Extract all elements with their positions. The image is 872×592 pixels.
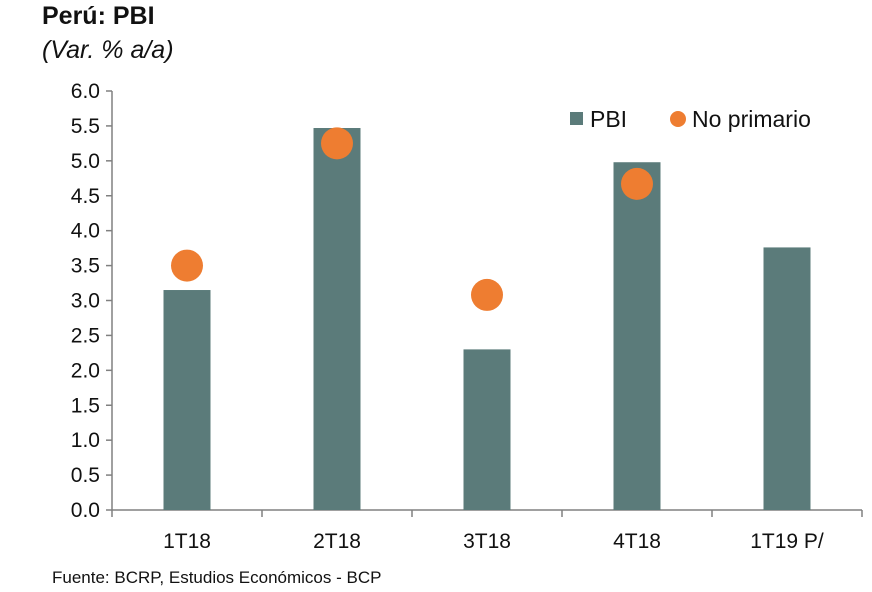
legend-label-pbi: PBI <box>590 106 627 132</box>
y-tick-label: 3.0 <box>71 290 100 313</box>
y-tick-label: 0.5 <box>71 464 100 487</box>
x-tick-label: 4T18 <box>613 530 661 553</box>
no-primario-series <box>171 127 653 311</box>
bar-4T18 <box>613 162 661 511</box>
x-tick-label: 1T19 P/ <box>750 530 824 553</box>
legend-label-no-primario: No primario <box>692 106 811 132</box>
y-tick-label: 2.0 <box>71 359 100 382</box>
bar-3T18 <box>463 349 511 510</box>
source-note: Fuente: BCRP, Estudios Económicos - BCP <box>52 568 382 587</box>
chart-subtitle: (Var. % a/a) <box>42 36 174 64</box>
y-tick-label: 5.0 <box>71 150 100 173</box>
y-tick-label: 3.5 <box>71 255 100 278</box>
legend-swatch-no-primario <box>670 111 686 127</box>
point-4T18 <box>621 167 653 200</box>
y-tick-label: 4.5 <box>71 185 100 208</box>
y-tick-label: 2.5 <box>71 324 100 347</box>
x-tick-label: 2T18 <box>313 530 361 553</box>
y-axis: 0.0 0.5 1.0 1.5 2.0 2.5 3.0 3.5 4.0 4.5 5.0 5.5 6.0 <box>71 80 113 522</box>
bar-1T18 <box>163 290 211 510</box>
y-tick-label: 0.0 <box>71 499 100 522</box>
y-tick-label: 1.5 <box>71 394 100 417</box>
point-3T18 <box>471 278 503 311</box>
legend: PBI No primario <box>570 106 811 132</box>
point-1T18 <box>171 249 203 282</box>
y-tick-label: 6.0 <box>71 80 100 103</box>
y-tick-label: 1.0 <box>71 429 100 452</box>
chart-title: Perú: PBI <box>42 2 155 30</box>
x-axis: 1T18 2T18 3T18 4T18 1T19 P/ <box>111 509 863 553</box>
legend-swatch-pbi <box>570 112 583 125</box>
y-tick-label: 4.0 <box>71 220 100 243</box>
y-tick-label: 5.5 <box>71 115 100 138</box>
point-2T18 <box>321 127 353 160</box>
bar-2T18 <box>313 128 361 511</box>
x-tick-label: 1T18 <box>163 530 211 553</box>
x-tick-label: 3T18 <box>463 530 511 553</box>
pbi-series <box>163 128 811 511</box>
bar-1T19 P/ <box>763 247 811 510</box>
